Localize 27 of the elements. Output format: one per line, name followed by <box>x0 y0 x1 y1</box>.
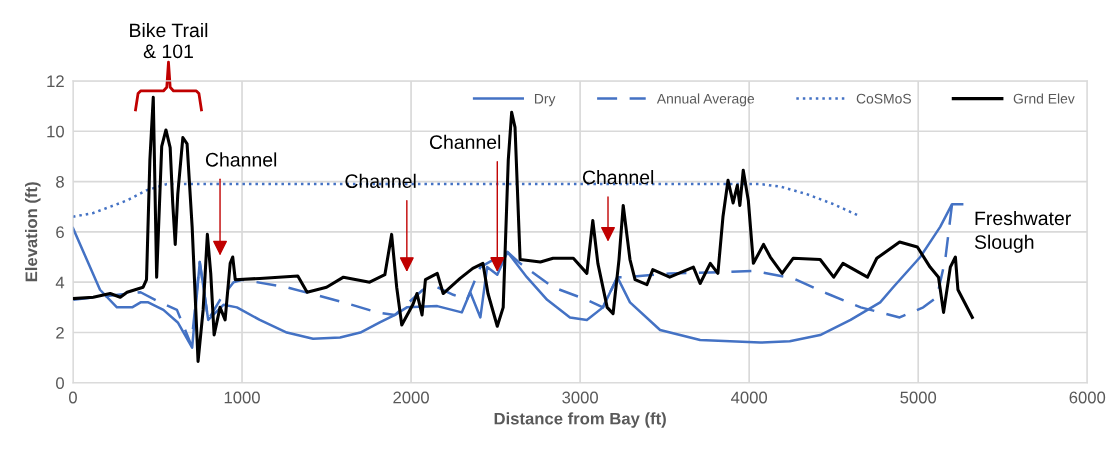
legend-label: CoSMoS <box>856 93 911 104</box>
line-series <box>72 95 974 363</box>
x-tick-label: 2000 <box>393 391 429 404</box>
x-tick-label: 4000 <box>731 391 768 404</box>
y-tick-label: 10 <box>47 125 64 138</box>
x-tick-label: 1000 <box>224 391 260 404</box>
y-tick-label: 2 <box>56 326 64 339</box>
x-tick-label: 0 <box>68 391 77 404</box>
annotation: Channel <box>205 152 277 167</box>
legend-label: Annual Average <box>656 93 755 107</box>
annotation: Channel <box>582 169 654 185</box>
x-axis-title: Distance from Bay (ft) <box>494 412 666 428</box>
legend-label: Dry <box>534 93 556 107</box>
text: Bike Trail & 101 <box>130 22 208 59</box>
y-tick-label: 0 <box>56 377 64 390</box>
legend-label: Grnd Elev <box>1013 93 1075 104</box>
x-tick-label: 5000 <box>900 391 937 404</box>
x-tick-label: 3000 <box>562 391 598 404</box>
y-tick-label: 8 <box>56 175 64 188</box>
y-tick-label: 6 <box>56 226 64 239</box>
annotation: Channel <box>429 134 501 150</box>
y-tick-label: 12 <box>47 75 64 87</box>
y-axis-title: Elevation (ft) <box>25 182 41 282</box>
annotation: Freshwater Slough <box>974 210 1071 253</box>
y-tick-label: 4 <box>55 276 65 289</box>
annotation: Channel <box>345 173 416 189</box>
x-tick-label: 6000 <box>1069 391 1106 404</box>
